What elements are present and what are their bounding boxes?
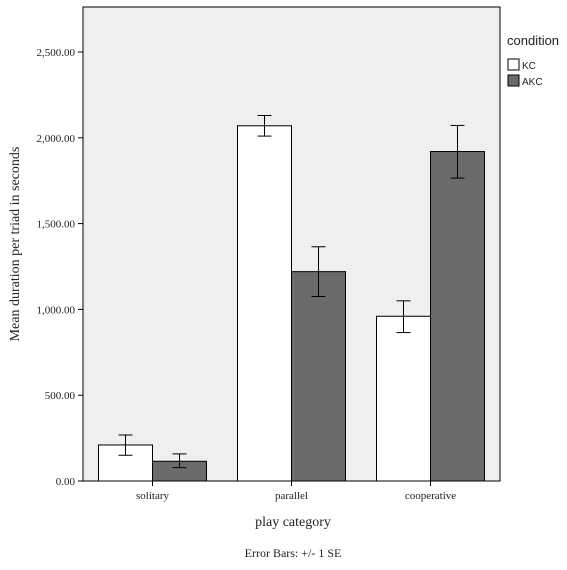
legend-swatch-akc [507, 74, 520, 87]
x-tick-label: parallel [275, 490, 308, 502]
error-bars-layer [118, 114, 465, 469]
error-bar-akc-solitary [172, 453, 187, 469]
error-bar-akc-parallel [311, 246, 326, 298]
error-bar-kc-solitary [118, 434, 133, 456]
bars-layer [98, 125, 485, 482]
y-axis: 0.00 500.00 1,000.00 1,500.00 2,000.00 2,500.… [37, 47, 83, 488]
y-axis-label: Mean duration per triad in seconds [8, 147, 23, 342]
y-tick-label: 2,500.00 [37, 47, 76, 59]
y-tick-label: 500.00 [45, 390, 76, 402]
bar-kc-parallel [237, 125, 292, 482]
legend-swatch-kc [507, 58, 520, 71]
x-axis: solitary parallel cooperative [136, 481, 456, 502]
x-tick-label: cooperative [405, 490, 456, 502]
error-bar-akc-cooperative [450, 124, 465, 179]
legend-label-akc: AKC [522, 77, 543, 88]
x-tick-label: solitary [136, 490, 169, 502]
bar-akc-cooperative [430, 151, 485, 482]
error-bar-kc-parallel [257, 114, 272, 137]
y-tick-label: 1,500.00 [37, 219, 76, 231]
error-bars-note: Error Bars: +/- 1 SE [245, 546, 342, 560]
legend-label-kc: KC [522, 61, 536, 72]
y-tick-label: 0.00 [56, 476, 76, 488]
legend-title: condition [507, 33, 559, 48]
bar-kc-cooperative [376, 315, 431, 482]
bar-akc-parallel [291, 271, 346, 482]
y-tick-label: 1,000.00 [37, 304, 76, 316]
legend: condition KC AKC [507, 33, 559, 88]
error-bar-kc-cooperative [396, 300, 411, 334]
y-tick-label: 2,000.00 [37, 133, 76, 145]
x-axis-label: play category [255, 515, 331, 530]
